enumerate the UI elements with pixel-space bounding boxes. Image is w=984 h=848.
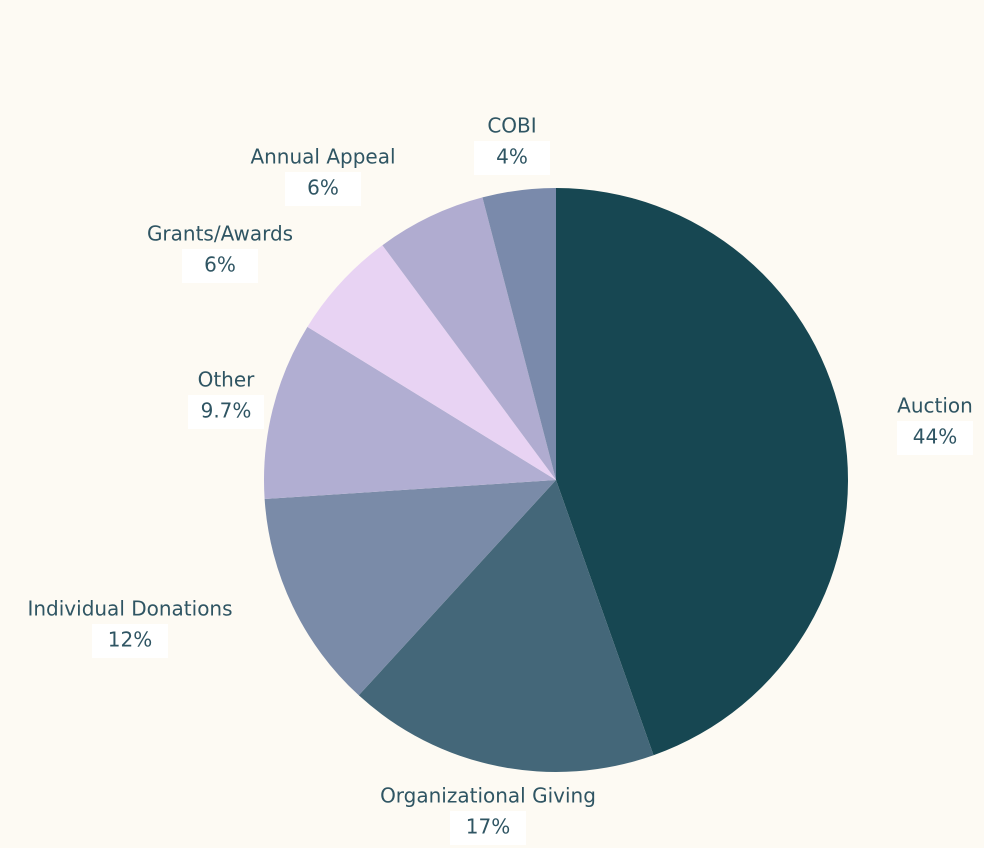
category-label: Organizational Giving bbox=[380, 784, 596, 808]
label-box bbox=[92, 624, 168, 658]
pie-slice bbox=[482, 188, 556, 480]
category-label: Individual Donations bbox=[27, 597, 232, 621]
pie-slice bbox=[264, 326, 556, 500]
label-box bbox=[285, 172, 361, 206]
value-label: 44% bbox=[913, 425, 957, 449]
category-label: Annual Appeal bbox=[250, 145, 395, 169]
pie-slice bbox=[556, 188, 848, 756]
value-label: 6% bbox=[204, 253, 236, 277]
category-label: Other bbox=[198, 368, 256, 392]
pie-slice bbox=[264, 480, 556, 696]
category-label: Grants/Awards bbox=[147, 222, 293, 246]
pie-slice bbox=[358, 480, 654, 772]
value-label: 9.7% bbox=[201, 399, 252, 423]
category-label: Auction bbox=[897, 394, 973, 418]
label-box bbox=[188, 395, 264, 429]
pie-slice bbox=[382, 197, 556, 480]
label-box bbox=[474, 141, 550, 175]
value-label: 12% bbox=[108, 628, 152, 652]
value-label: 6% bbox=[307, 176, 339, 200]
pie-slice bbox=[307, 245, 556, 480]
category-label: COBI bbox=[487, 114, 536, 138]
value-label: 17% bbox=[466, 815, 510, 839]
label-box bbox=[182, 249, 258, 283]
label-box bbox=[450, 811, 526, 845]
value-label: 4% bbox=[496, 145, 528, 169]
label-box bbox=[897, 421, 973, 455]
